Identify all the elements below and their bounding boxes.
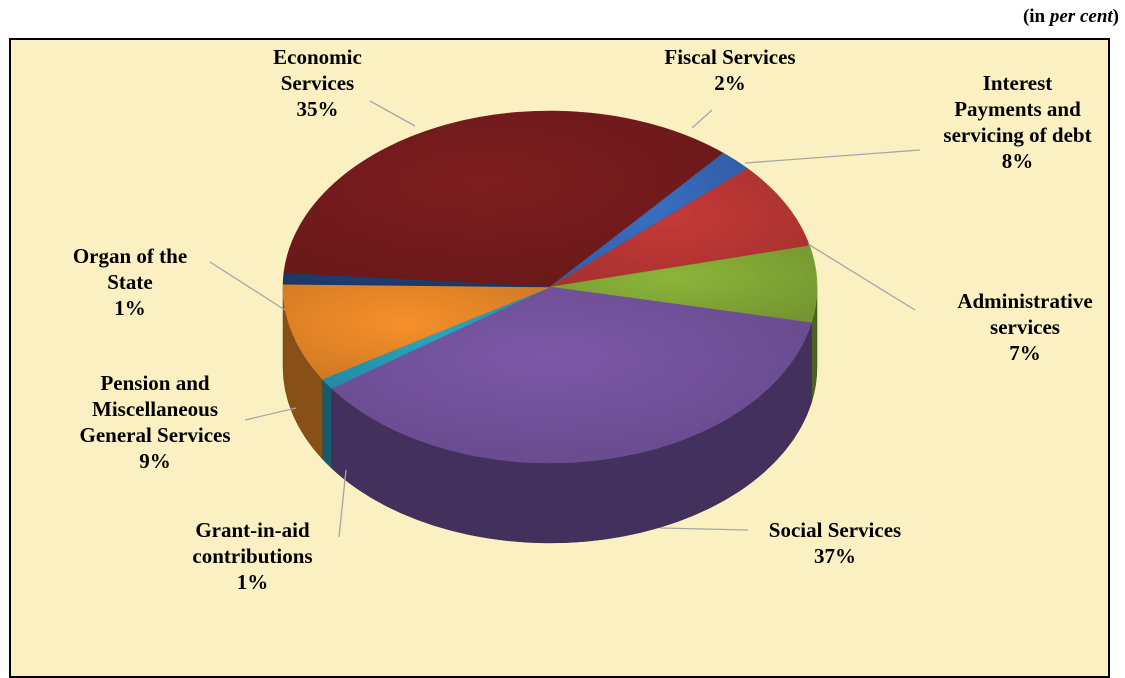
pie-slice-4	[331, 286, 812, 464]
label-percent: 37%	[814, 544, 856, 568]
label-name: Social Services	[768, 518, 902, 542]
label-grant-in-aid: Grant-in-aid contributions 1%	[160, 517, 345, 595]
pie-slice-2	[549, 168, 811, 288]
unit-suffix: )	[1112, 6, 1119, 27]
leader-line-0	[369, 100, 416, 127]
label-percent: 1%	[114, 296, 146, 320]
label-fiscal-services: Fiscal Services 2%	[630, 44, 830, 96]
pie-slice-0	[283, 110, 724, 288]
leader-line-1	[691, 109, 713, 129]
unit-note: (in per cent)	[1023, 6, 1119, 28]
pie-tops	[282, 110, 818, 464]
pie-slice-3	[549, 245, 818, 324]
pie-slice-6	[282, 283, 551, 380]
label-name: Pension and Miscellaneous General Servic…	[79, 371, 231, 447]
label-administrative-services: Administrative services 7%	[925, 288, 1125, 366]
label-name: Administrative services	[957, 289, 1093, 339]
unit-prefix: (in	[1022, 6, 1050, 27]
label-social-services: Social Services 37%	[735, 517, 935, 569]
label-economic-services: Economic Services 35%	[225, 44, 410, 122]
label-percent: 35%	[296, 97, 339, 121]
label-percent: 2%	[714, 71, 746, 95]
pie-chart	[209, 100, 921, 544]
label-pension-misc: Pension and Miscellaneous General Servic…	[50, 370, 260, 474]
leader-line-3	[807, 243, 916, 311]
label-percent: 1%	[236, 570, 269, 594]
label-name: Organ of the State	[72, 244, 188, 294]
unit-italic: per cent	[1049, 6, 1113, 27]
leader-line-5	[338, 469, 347, 538]
label-interest-payments: Interest Payments and servicing of debt …	[905, 70, 1125, 174]
leader-line-2	[744, 149, 921, 164]
label-organ-of-state: Organ of the State 1%	[45, 243, 215, 321]
leader-line-4	[659, 527, 749, 531]
label-percent: 9%	[139, 449, 171, 473]
label-percent: 7%	[1009, 341, 1041, 365]
label-name: Grant-in-aid contributions	[192, 518, 313, 568]
leader-line-6	[244, 407, 297, 421]
leader-line-7	[209, 261, 286, 311]
label-name: Interest Payments and servicing of debt	[943, 71, 1092, 147]
label-percent: 8%	[1001, 149, 1034, 173]
leader-lines	[209, 100, 921, 538]
pie-side-5	[322, 378, 332, 469]
label-name: Economic Services	[273, 45, 362, 95]
pie-slice-7	[282, 272, 551, 288]
label-name: Fiscal Services	[664, 45, 796, 69]
